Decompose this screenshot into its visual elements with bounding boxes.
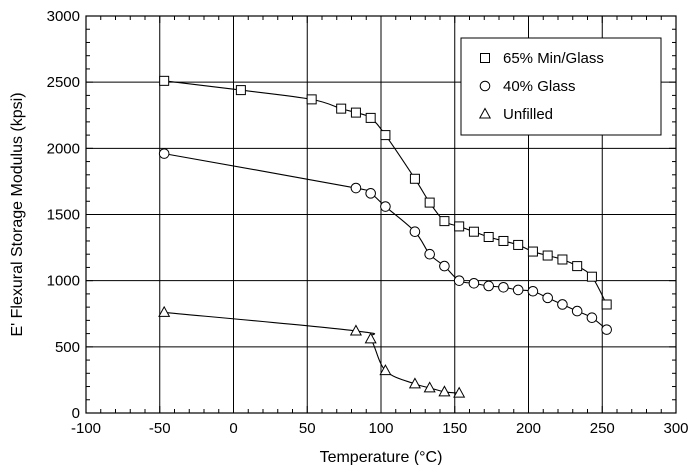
data-point [408, 377, 421, 389]
x-tick-label: 300 [663, 420, 688, 437]
y-tick-label: 1500 [47, 207, 80, 224]
data-point [409, 226, 421, 238]
data-point [498, 235, 509, 246]
y-tick-label: 0 [72, 405, 80, 422]
legend-label: 65% Min/Glass [503, 50, 604, 67]
x-tick-label: 100 [368, 420, 393, 437]
legend-box [460, 37, 662, 136]
series [158, 75, 612, 398]
data-point [542, 250, 553, 261]
data-point [586, 271, 597, 282]
y-tick-label: 3000 [47, 8, 80, 25]
data-point [350, 182, 362, 194]
data-point [438, 385, 451, 397]
x-tick-label: -50 [149, 420, 171, 437]
data-point [235, 85, 246, 96]
series-square [159, 75, 612, 310]
x-tick-label: -100 [71, 420, 101, 437]
data-point [586, 312, 598, 324]
data-point [527, 246, 538, 257]
legend-label: Unfilled [503, 106, 553, 123]
y-tick-label: 1000 [47, 273, 80, 290]
data-point [572, 261, 583, 272]
data-point [306, 94, 317, 105]
series-triangle [158, 305, 466, 398]
data-point [601, 299, 612, 310]
data-point [498, 281, 509, 293]
x-tick-label: 50 [299, 420, 316, 437]
data-point [512, 284, 524, 296]
data-point [454, 221, 465, 232]
data-point [513, 239, 524, 250]
data-point [365, 188, 376, 199]
series-circle [158, 148, 612, 335]
legend: 65% Min/Glass 40% Glass Unfilled [460, 37, 662, 136]
data-point [527, 285, 539, 297]
data-point [158, 148, 170, 159]
data-point [453, 386, 466, 398]
data-point [542, 292, 553, 304]
x-tick-label: 150 [442, 420, 467, 437]
data-point [364, 332, 377, 344]
data-point [158, 305, 171, 317]
plot-frame [85, 15, 677, 414]
data-point [468, 278, 480, 289]
y-tick-label: 2000 [47, 140, 80, 157]
x-axis-title: Temperature (°C) [320, 449, 443, 465]
series-line [164, 153, 608, 331]
data-point [350, 107, 361, 118]
tick-labels: -100 -50 0 50 100 150 200 250 300050010001500200… [47, 8, 689, 437]
data-point [365, 112, 376, 123]
data-point [557, 299, 568, 310]
data-point [439, 260, 450, 272]
legend-marker-circle [479, 80, 491, 92]
data-point [159, 75, 170, 86]
data-point [424, 197, 435, 208]
x-tick-label: 0 [229, 420, 237, 437]
data-point [380, 130, 391, 141]
x-tick-label: 250 [590, 420, 615, 437]
y-tick-label: 500 [55, 339, 80, 356]
data-point [557, 254, 568, 265]
y-tick-label: 2500 [47, 74, 80, 91]
data-point [601, 324, 612, 335]
legend-label: 40% Glass [503, 78, 576, 95]
x-tick-label: 200 [516, 420, 541, 437]
legend-marker-triangle [478, 107, 492, 119]
data-point [423, 381, 436, 393]
data-point [468, 226, 479, 237]
legend-marker-square [480, 53, 490, 63]
data-point [424, 248, 435, 260]
y-axis-title: E' Flexural Storage Modulus (kpsi) [9, 92, 26, 336]
data-point [379, 364, 392, 376]
data-point [483, 280, 494, 292]
data-point [380, 201, 391, 212]
data-point [453, 275, 465, 286]
data-point [439, 216, 450, 227]
data-point [409, 173, 420, 184]
data-point [349, 324, 362, 336]
data-point [571, 305, 583, 317]
data-point [336, 103, 347, 114]
data-point [483, 231, 494, 242]
